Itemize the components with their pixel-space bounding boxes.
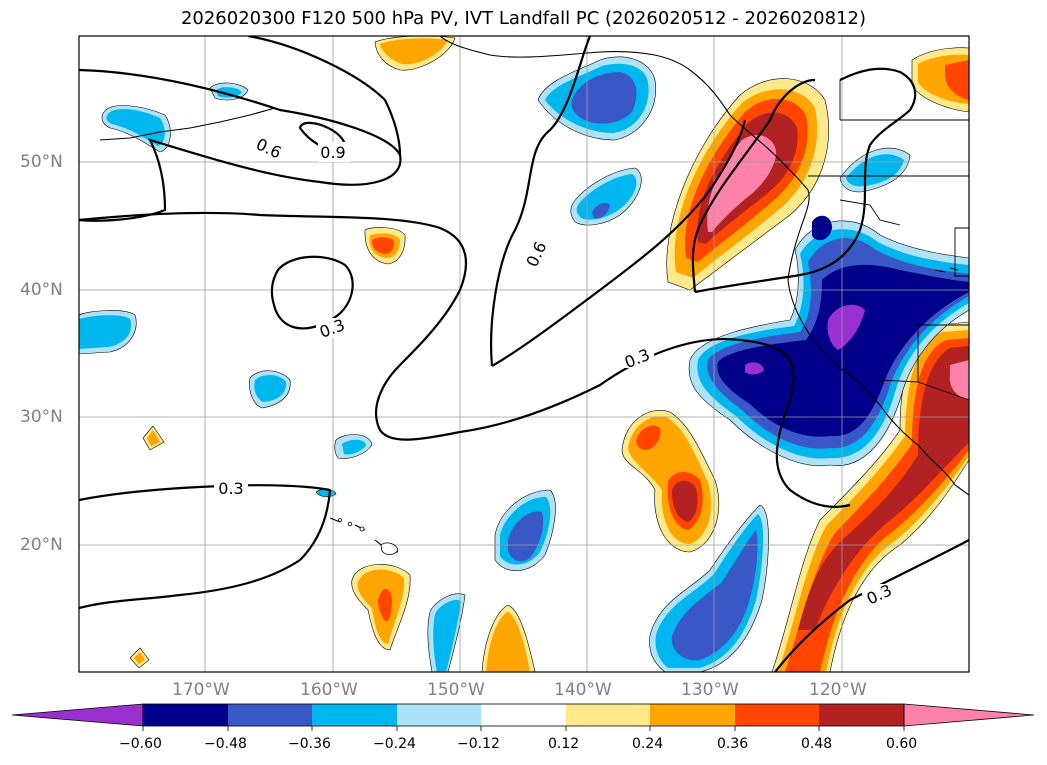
ivt-positive-central-blob (621, 410, 720, 553)
ivt-negative-small-blobs (79, 82, 769, 672)
political-borders (808, 80, 969, 401)
colorbar-tick: −0.24 (373, 736, 416, 752)
colorbar-tick: 0.36 (717, 736, 749, 752)
lat-label-30n: 30°N (20, 407, 63, 427)
hawaii-islands (338, 518, 399, 556)
ivt-negative-california-blob (688, 147, 969, 467)
contour-labels: 0.6 0.9 0.6 0.3 0.3 0.3 0.3 (214, 134, 896, 608)
lon-label-140w: 140°W (554, 680, 612, 700)
colorbar (11, 703, 1035, 731)
colorbar-tick: −0.60 (119, 736, 162, 752)
map-title: 2026020300 F120 500 hPa PV, IVT Landfall… (180, 8, 867, 29)
lon-label-120w: 120°W (809, 680, 867, 700)
colorbar-bin (397, 704, 481, 726)
lon-label-170w: 170°W (172, 680, 230, 700)
colorbar-bin (143, 704, 228, 726)
colorbar-tick: −0.48 (204, 736, 247, 752)
colorbar-tick: 0.24 (632, 736, 664, 752)
lat-label-50n: 50°N (20, 152, 63, 172)
colorbar-bin (228, 704, 312, 726)
ivt-positive-topright-blob (911, 47, 969, 113)
lon-label-150w: 150°W (427, 680, 485, 700)
lon-label-130w: 130°W (681, 680, 739, 700)
colorbar-tick: −0.36 (288, 736, 331, 752)
lat-label-40n: 40°N (20, 280, 63, 300)
ivt-negative-gulf-blob (537, 56, 657, 141)
lat-label-20n: 20°N (20, 535, 63, 555)
colorbar-bin (312, 704, 397, 726)
ivt-positive-nw-blob (666, 78, 829, 291)
colorbar-tick: 0.48 (801, 736, 833, 752)
colorbar-bin (650, 704, 735, 726)
contour-label-0.9: 0.9 (320, 143, 345, 162)
ivt-positive-south-blobs (129, 227, 536, 672)
colorbar-extend-min (11, 703, 144, 727)
colorbar-bin (735, 704, 819, 726)
colorbar-tick: 0.12 (548, 736, 580, 752)
pv-contours (79, 36, 969, 672)
colorbar-bin (481, 704, 566, 726)
colorbar-tick: 0.60 (886, 736, 918, 752)
colorbar-tick: −0.12 (457, 736, 500, 752)
map-plot-area: 0.6 0.9 0.6 0.3 0.3 0.3 0.3 (79, 36, 969, 672)
colorbar-extend-max (903, 703, 1035, 727)
map-frame (78, 35, 970, 673)
colorbar-bin (566, 704, 650, 726)
contour-label-0.3-west: 0.3 (218, 479, 243, 498)
colorbar-bin (819, 704, 904, 726)
ivt-positive-alaska-blob (374, 36, 456, 71)
lon-label-160w: 160°W (300, 680, 358, 700)
coastlines (99, 36, 969, 553)
